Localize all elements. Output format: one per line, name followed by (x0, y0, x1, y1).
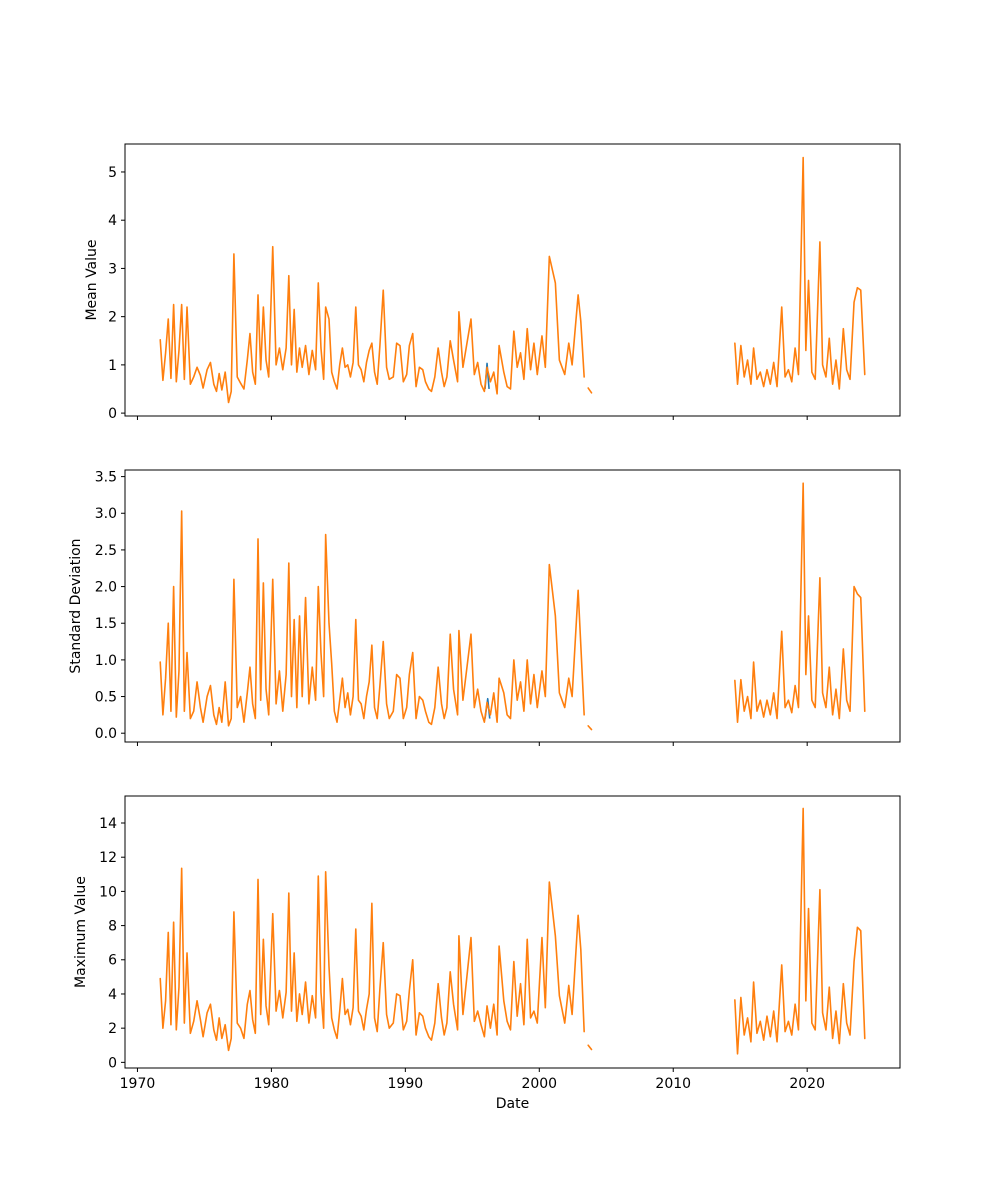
y-tick-label: 2.0 (95, 579, 117, 595)
axes-spines (124, 143, 901, 417)
main-series-line (587, 725, 593, 731)
y-tick-label: 14 (99, 816, 117, 832)
axes-spines (124, 795, 901, 1069)
y-axis-label: Mean Value (84, 239, 100, 320)
main-series-line (159, 510, 585, 727)
y-tick-label: 0.5 (95, 689, 117, 705)
main-series-line (587, 387, 593, 394)
y-tick-label: 3 (108, 261, 117, 277)
y-tick-label: 12 (99, 850, 117, 866)
y-tick-label: 0 (108, 1055, 117, 1071)
subplot-standard-deviation: 0.0 0.5 1.0 1.5 2.0 2.5 3.0 3.5 Standard Deviati… (68, 469, 901, 746)
x-tick-label: 2000 (521, 1076, 557, 1092)
y-tick-label: 4 (108, 987, 117, 1003)
main-series-line (734, 482, 866, 724)
axes-spines (124, 469, 901, 743)
y-axis-label: Maximum Value (73, 876, 89, 988)
x-tick-label: 1980 (254, 1076, 290, 1092)
y-tick-label: 3.5 (95, 469, 117, 485)
y-tick-label: 1.5 (95, 616, 117, 632)
x-tick-label: 2020 (789, 1076, 825, 1092)
main-series-line (587, 1044, 593, 1051)
y-tick-label: 6 (108, 953, 117, 969)
y-tick-label: 2 (108, 1021, 117, 1037)
subplot-mean-value: 0 1 2 3 4 5 Mean Value (84, 143, 901, 422)
y-tick-label: 2.5 (95, 543, 117, 559)
y-tick-label: 1 (108, 358, 117, 374)
x-tick-label: 2010 (655, 1076, 691, 1092)
x-axis-label: Date (496, 1096, 529, 1112)
y-tick-label: 0 (108, 406, 117, 422)
y-tick-label: 1.0 (95, 653, 117, 669)
y-tick-label: 4 (108, 213, 117, 229)
y-tick-label: 10 (99, 884, 117, 900)
y-tick-label: 0.0 (95, 726, 117, 742)
y-tick-label: 5 (108, 165, 117, 181)
subplot-maximum-value: 1970 1980 1990 2000 2010 2020 0 2 4 6 8 10 12 14 Maxim… (73, 795, 901, 1112)
main-series-line (159, 245, 585, 404)
main-series-line (734, 156, 866, 390)
y-tick-label: 2 (108, 310, 117, 326)
x-tick-label: 1990 (388, 1076, 424, 1092)
y-tick-label: 8 (108, 918, 117, 934)
main-series-line (734, 807, 866, 1055)
x-tick-label: 1970 (120, 1076, 156, 1092)
y-axis-label: Standard Deviation (68, 538, 84, 673)
y-tick-label: 3.0 (95, 506, 117, 522)
main-series-line (159, 867, 585, 1052)
